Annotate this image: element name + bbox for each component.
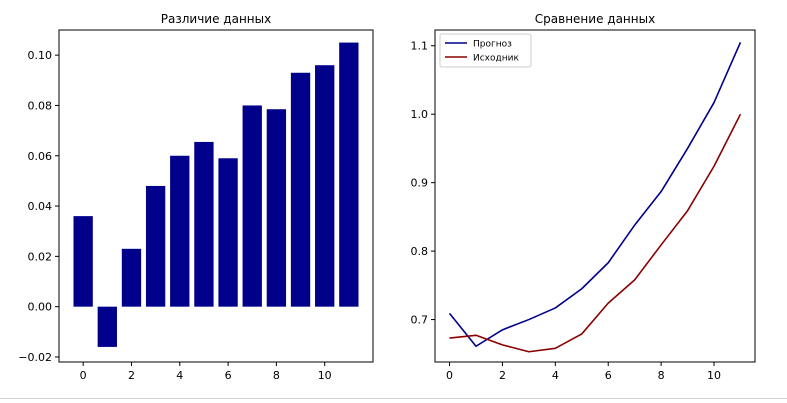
legend-label-source: Исходник xyxy=(473,54,519,64)
bar-marks xyxy=(73,42,359,347)
line-x-axis-ticks: 0 2 4 6 8 10 xyxy=(446,362,721,382)
line-x-tick-label: 10 xyxy=(707,369,721,382)
legend-label-forecast: Прогноз xyxy=(473,40,512,50)
line-y-tick-label: 1.1 xyxy=(411,40,429,53)
bar-0 xyxy=(73,216,93,307)
bar-x-tick-label: 10 xyxy=(318,369,332,382)
bar-chart: Различие данных 0 2 4 6 8 10 −0.02 0.00 0.02 0.0… xyxy=(18,12,374,382)
line-y-tick-label: 0.7 xyxy=(411,314,429,327)
bar-5 xyxy=(194,141,214,307)
bar-8 xyxy=(266,109,287,307)
line-series-source xyxy=(449,113,742,353)
bar-x-tick-label: 0 xyxy=(80,369,87,382)
bar-y-tick-label: 0.02 xyxy=(28,250,53,263)
line-x-tick-label: 0 xyxy=(446,369,453,382)
bar-y-tick-label: 0.08 xyxy=(28,99,53,112)
bar-2 xyxy=(121,248,142,307)
bar-11 xyxy=(339,42,359,307)
bar-y-tick-label: 0.06 xyxy=(28,150,53,163)
bar-y-axis-ticks: −0.02 0.00 0.02 0.04 0.06 0.08 0.10 xyxy=(18,49,59,364)
bar-3 xyxy=(145,185,166,307)
bar-y-tick-label: 0.04 xyxy=(28,200,53,213)
line-y-tick-label: 1.0 xyxy=(411,108,429,121)
line-chart-title: Сравнение данных xyxy=(535,12,655,26)
bar-x-tick-label: 8 xyxy=(273,369,280,382)
line-series-forecast xyxy=(448,42,742,348)
bar-4 xyxy=(170,155,190,307)
bar-x-tick-label: 2 xyxy=(128,369,135,382)
legend: Прогноз Исходник xyxy=(439,33,532,68)
bar-y-tick-label: 0.00 xyxy=(28,301,53,314)
bar-10 xyxy=(315,65,335,307)
line-chart: Сравнение данных 0 2 4 6 8 10 0.7 0.8 0.9 1.0 1.1… xyxy=(411,12,756,382)
line-x-tick-label: 4 xyxy=(552,369,559,382)
bar-6 xyxy=(218,158,238,307)
line-plot-frame xyxy=(434,29,756,363)
line-x-tick-label: 8 xyxy=(658,369,665,382)
bar-y-tick-label: 0.10 xyxy=(28,49,53,62)
bar-chart-title: Различие данных xyxy=(161,12,271,26)
bottom-divider xyxy=(0,398,787,399)
line-y-tick-label: 0.8 xyxy=(411,245,429,258)
line-y-tick-label: 0.9 xyxy=(411,177,429,190)
bar-9 xyxy=(290,72,311,307)
line-marks xyxy=(448,42,742,353)
bar-x-tick-label: 6 xyxy=(225,369,232,382)
bar-x-axis-ticks: 0 2 4 6 8 10 xyxy=(80,362,332,382)
bar-plot-frame xyxy=(58,29,374,363)
bar-x-tick-label: 4 xyxy=(176,369,183,382)
bar-y-tick-label: −0.02 xyxy=(18,351,52,364)
bar-1 xyxy=(97,306,117,347)
line-y-axis-ticks: 0.7 0.8 0.9 1.0 1.1 xyxy=(411,40,435,327)
line-x-tick-label: 6 xyxy=(605,369,612,382)
bar-7 xyxy=(242,105,262,307)
line-x-tick-label: 2 xyxy=(499,369,506,382)
